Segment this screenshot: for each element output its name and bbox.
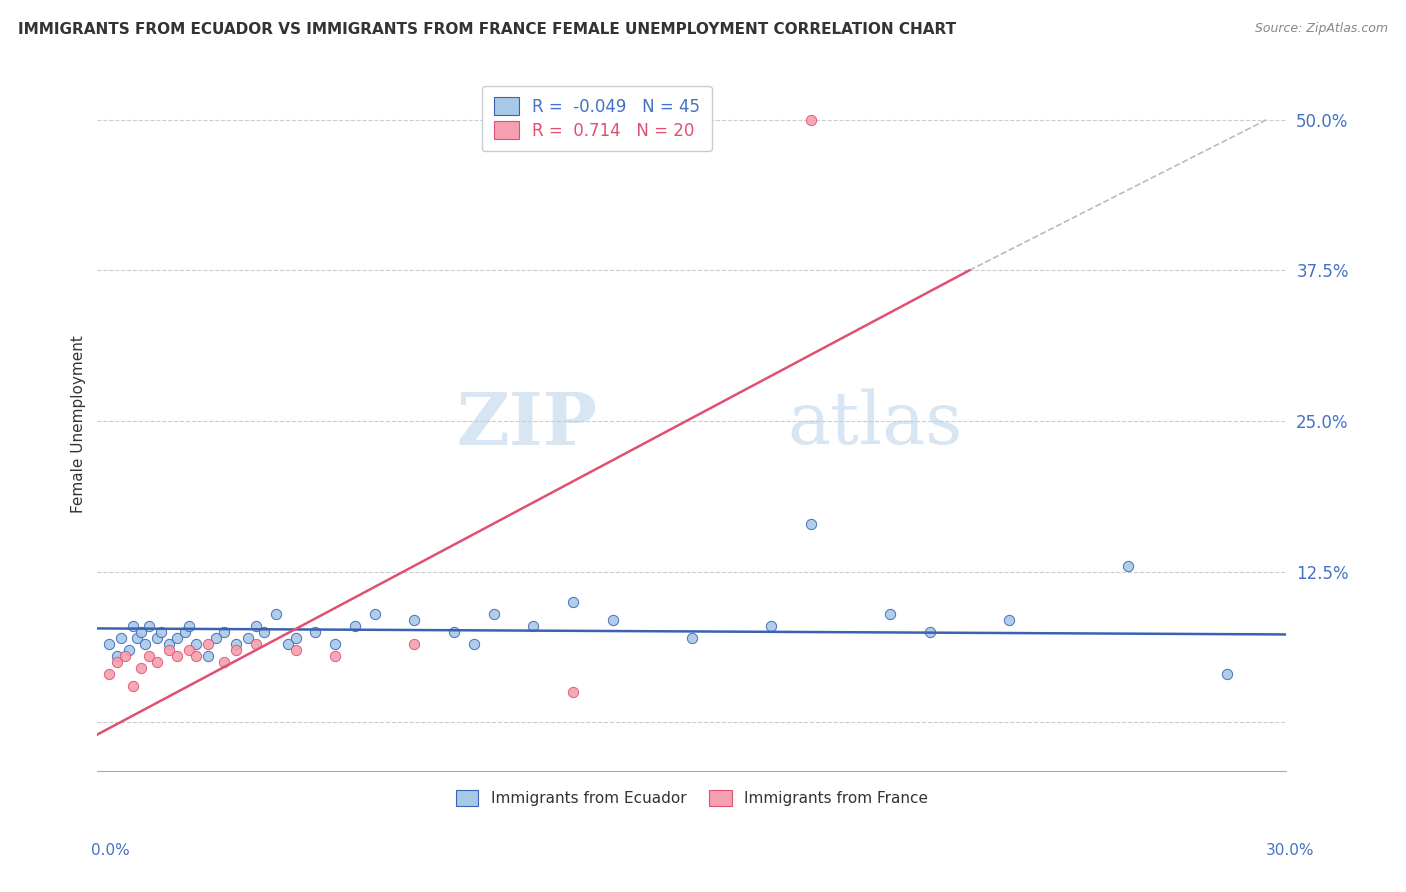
Point xyxy=(225,643,247,657)
Y-axis label: Female Unemployment: Female Unemployment xyxy=(72,335,86,513)
Point xyxy=(197,637,219,651)
Point xyxy=(404,613,426,627)
Point xyxy=(253,625,276,640)
Point xyxy=(463,637,485,651)
Point xyxy=(284,631,307,645)
Point xyxy=(918,625,941,640)
Point xyxy=(245,637,267,651)
Text: ZIP: ZIP xyxy=(456,389,596,459)
Point xyxy=(138,649,160,664)
Point xyxy=(146,631,169,645)
Point xyxy=(118,643,141,657)
Point xyxy=(323,637,346,651)
Point xyxy=(343,619,366,633)
Point xyxy=(98,667,121,681)
Point xyxy=(998,613,1021,627)
Point xyxy=(105,649,128,664)
Point xyxy=(225,637,247,651)
Point xyxy=(134,637,156,651)
Point xyxy=(277,637,299,651)
Point xyxy=(562,595,585,609)
Point xyxy=(482,607,505,621)
Point xyxy=(197,649,219,664)
Point xyxy=(212,655,235,669)
Point xyxy=(98,637,121,651)
Point xyxy=(110,631,132,645)
Point xyxy=(562,685,585,699)
Point xyxy=(125,631,148,645)
Point xyxy=(177,643,200,657)
Point xyxy=(681,631,703,645)
Point xyxy=(800,516,823,531)
Point xyxy=(364,607,387,621)
Text: IMMIGRANTS FROM ECUADOR VS IMMIGRANTS FROM FRANCE FEMALE UNEMPLOYMENT CORRELATIO: IMMIGRANTS FROM ECUADOR VS IMMIGRANTS FR… xyxy=(18,22,956,37)
Point xyxy=(138,619,160,633)
Point xyxy=(304,625,326,640)
Point xyxy=(404,637,426,651)
Point xyxy=(146,655,169,669)
Point xyxy=(129,661,152,675)
Text: Source: ZipAtlas.com: Source: ZipAtlas.com xyxy=(1254,22,1388,36)
Point xyxy=(114,649,136,664)
Point xyxy=(173,625,195,640)
Point xyxy=(205,631,228,645)
Text: 30.0%: 30.0% xyxy=(1267,843,1315,858)
Legend: Immigrants from Ecuador, Immigrants from France: Immigrants from Ecuador, Immigrants from… xyxy=(446,780,938,815)
Point xyxy=(245,619,267,633)
Point xyxy=(166,649,188,664)
Point xyxy=(879,607,901,621)
Point xyxy=(264,607,287,621)
Point xyxy=(212,625,235,640)
Point xyxy=(759,619,782,633)
Text: 0.0%: 0.0% xyxy=(91,843,131,858)
Point xyxy=(122,679,145,693)
Point xyxy=(177,619,200,633)
Point xyxy=(149,625,172,640)
Point xyxy=(236,631,259,645)
Point xyxy=(602,613,624,627)
Point xyxy=(129,625,152,640)
Point xyxy=(800,112,823,127)
Text: atlas: atlas xyxy=(787,389,963,459)
Point xyxy=(186,649,208,664)
Point xyxy=(105,655,128,669)
Point xyxy=(443,625,465,640)
Point xyxy=(166,631,188,645)
Point xyxy=(122,619,145,633)
Point xyxy=(1216,667,1239,681)
Point xyxy=(1116,558,1139,573)
Point xyxy=(157,643,180,657)
Point xyxy=(323,649,346,664)
Point xyxy=(186,637,208,651)
Point xyxy=(157,637,180,651)
Point xyxy=(522,619,544,633)
Point xyxy=(284,643,307,657)
